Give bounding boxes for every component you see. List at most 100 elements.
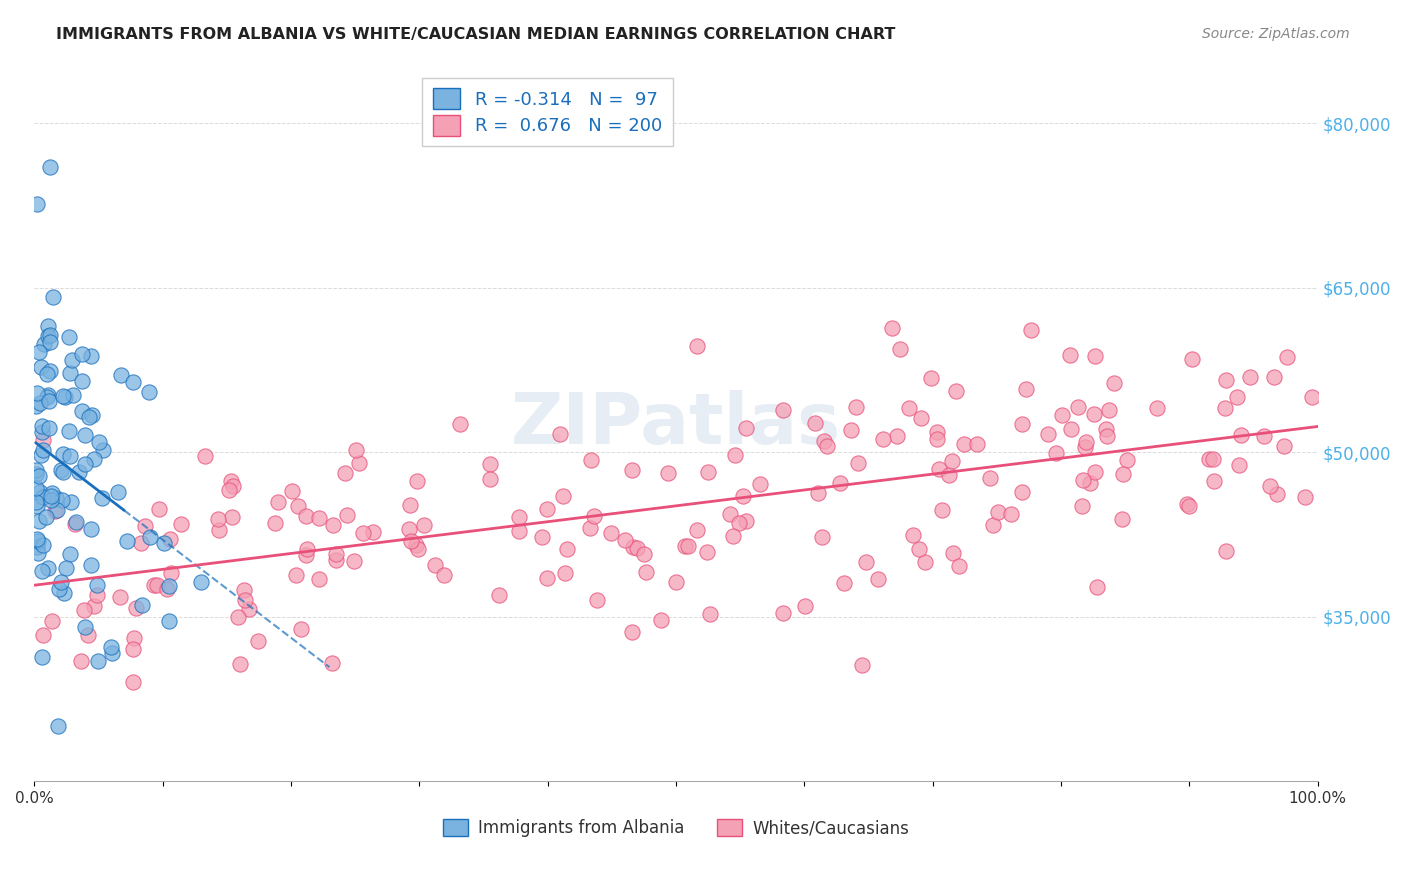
Whites/Caucasians — [160, 566, 183, 580]
Whites/Caucasians — [868, 573, 890, 587]
Immigrants from Albania — [157, 614, 180, 628]
Immigrants from Albania — [73, 427, 96, 442]
Whites/Caucasians — [1019, 323, 1042, 337]
Whites/Caucasians — [650, 613, 672, 627]
Immigrants from Albania — [35, 509, 58, 524]
Whites/Caucasians — [1263, 370, 1285, 384]
Immigrants from Albania — [31, 425, 53, 439]
Whites/Caucasians — [1272, 439, 1295, 453]
Whites/Caucasians — [728, 516, 751, 531]
Whites/Caucasians — [1265, 487, 1288, 501]
Whites/Caucasians — [945, 384, 967, 399]
Whites/Caucasians — [966, 437, 988, 451]
Immigrants from Albania — [80, 350, 103, 364]
Whites/Caucasians — [108, 590, 131, 604]
Whites/Caucasians — [488, 588, 510, 602]
Whites/Caucasians — [678, 539, 700, 553]
Whites/Caucasians — [125, 601, 148, 615]
Whites/Caucasians — [77, 627, 100, 641]
Whites/Caucasians — [586, 593, 609, 607]
Whites/Caucasians — [228, 657, 250, 671]
Whites/Caucasians — [1084, 466, 1107, 480]
Whites/Caucasians — [86, 588, 108, 602]
Whites/Caucasians — [1102, 376, 1125, 390]
Whites/Caucasians — [772, 606, 794, 620]
Whites/Caucasians — [583, 509, 606, 524]
Immigrants from Albania — [24, 399, 46, 413]
Immigrants from Albania — [60, 353, 83, 368]
Whites/Caucasians — [696, 544, 718, 558]
Immigrants from Albania — [70, 375, 93, 389]
Whites/Caucasians — [246, 633, 269, 648]
Whites/Caucasians — [72, 603, 94, 617]
Whites/Caucasians — [555, 541, 578, 556]
Whites/Caucasians — [41, 614, 63, 628]
Whites/Caucasians — [235, 592, 257, 607]
Whites/Caucasians — [718, 507, 741, 521]
Immigrants from Albania — [32, 538, 55, 552]
Whites/Caucasians — [238, 602, 260, 616]
Whites/Caucasians — [633, 547, 655, 561]
Whites/Caucasians — [1074, 440, 1097, 454]
Whites/Caucasians — [322, 518, 344, 533]
Whites/Caucasians — [731, 489, 754, 503]
Whites/Caucasians — [1181, 351, 1204, 366]
Whites/Caucasians — [1225, 390, 1247, 404]
Whites/Caucasians — [530, 530, 553, 544]
Immigrants from Albania — [91, 442, 114, 457]
Whites/Caucasians — [1229, 428, 1251, 442]
Whites/Caucasians — [734, 514, 756, 528]
Immigrants from Albania — [24, 481, 46, 495]
Whites/Caucasians — [325, 548, 347, 562]
Whites/Caucasians — [772, 402, 794, 417]
Whites/Caucasians — [32, 433, 55, 447]
Immigrants from Albania — [67, 466, 90, 480]
Whites/Caucasians — [872, 432, 894, 446]
Whites/Caucasians — [405, 538, 427, 552]
Immigrants from Albania — [80, 522, 103, 536]
Whites/Caucasians — [749, 477, 772, 491]
Immigrants from Albania — [79, 410, 101, 425]
Whites/Caucasians — [134, 519, 156, 533]
Whites/Caucasians — [232, 583, 254, 598]
Whites/Caucasians — [478, 472, 501, 486]
Immigrants from Albania — [58, 424, 80, 438]
Whites/Caucasians — [1215, 401, 1237, 416]
Whites/Caucasians — [928, 462, 950, 476]
Whites/Caucasians — [1198, 452, 1220, 467]
Whites/Caucasians — [1097, 428, 1119, 442]
Whites/Caucasians — [910, 411, 932, 425]
Whites/Caucasians — [406, 542, 429, 557]
Whites/Caucasians — [554, 566, 576, 580]
Whites/Caucasians — [920, 371, 942, 385]
Immigrants from Albania — [86, 578, 108, 592]
Immigrants from Albania — [53, 390, 76, 404]
Whites/Caucasians — [1094, 422, 1116, 436]
Whites/Caucasians — [1074, 434, 1097, 449]
Whites/Caucasians — [335, 466, 357, 480]
Immigrants from Albania — [190, 575, 212, 590]
Whites/Caucasians — [121, 642, 143, 657]
Immigrants from Albania — [28, 514, 51, 528]
Immigrants from Albania — [58, 330, 80, 344]
Whites/Caucasians — [122, 675, 145, 690]
Whites/Caucasians — [122, 631, 145, 645]
Immigrants from Albania — [73, 457, 96, 471]
Whites/Caucasians — [1301, 390, 1323, 404]
Whites/Caucasians — [657, 466, 679, 480]
Immigrants from Albania — [32, 490, 55, 504]
Whites/Caucasians — [724, 448, 747, 462]
Whites/Caucasians — [295, 541, 318, 556]
Whites/Caucasians — [308, 572, 330, 586]
Immigrants from Albania — [41, 489, 63, 503]
Whites/Caucasians — [218, 483, 240, 497]
Whites/Caucasians — [399, 498, 422, 512]
Whites/Caucasians — [399, 533, 422, 548]
Immigrants from Albania — [37, 560, 59, 574]
Whites/Caucasians — [914, 556, 936, 570]
Whites/Caucasians — [352, 526, 374, 541]
Whites/Caucasians — [898, 401, 921, 415]
Whites/Caucasians — [1071, 473, 1094, 487]
Whites/Caucasians — [308, 511, 330, 525]
Immigrants from Albania — [48, 582, 70, 596]
